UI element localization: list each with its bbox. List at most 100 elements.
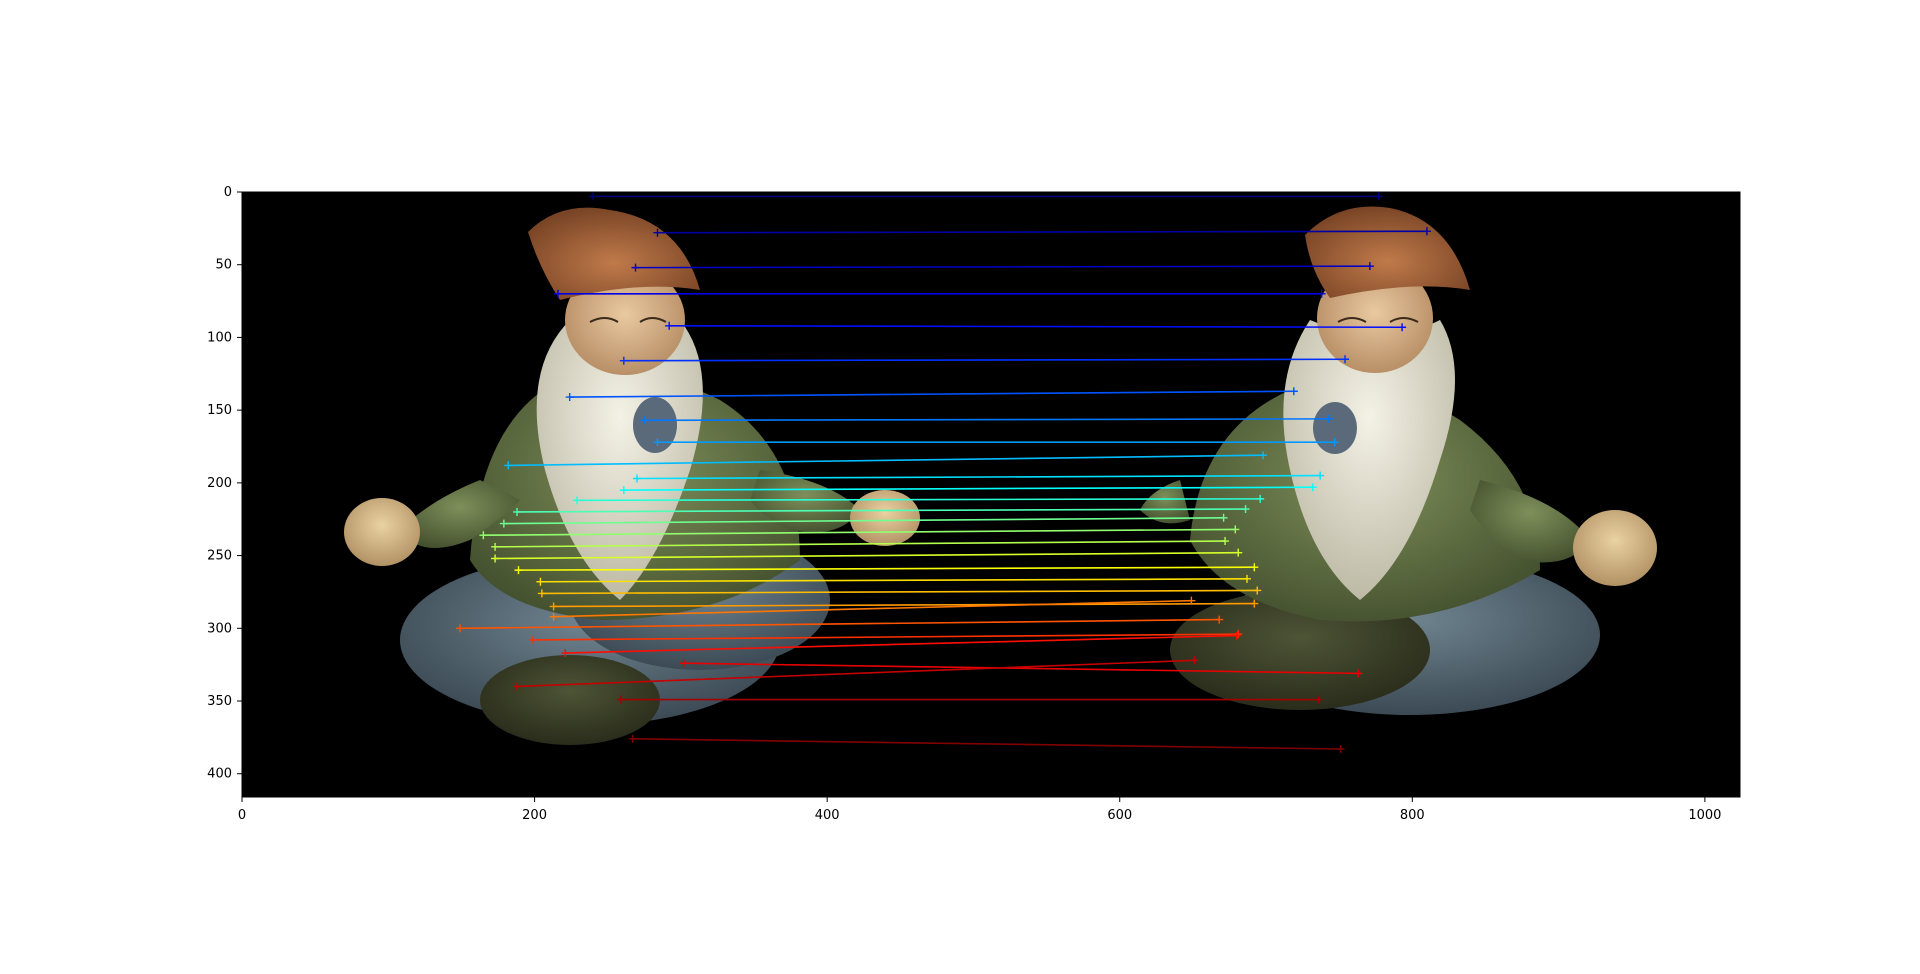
x-axis: 0 200 400 600 800 1000 — [238, 797, 1721, 823]
match-line — [657, 230, 1427, 234]
match-point-marker — [1354, 669, 1363, 678]
match-point-marker — [1215, 615, 1224, 624]
match-line — [577, 498, 1261, 502]
match-line — [483, 528, 1236, 537]
match-point-marker — [513, 507, 522, 516]
left-gnome — [344, 207, 920, 745]
match-point-marker — [1341, 355, 1350, 364]
match-point-marker — [1253, 586, 1262, 595]
match-line — [533, 633, 1239, 641]
match-point-marker — [1365, 262, 1374, 271]
match-point-marker — [653, 438, 662, 447]
match-point-marker — [536, 577, 545, 586]
match-line — [623, 358, 1346, 362]
match-point-marker — [513, 682, 522, 691]
match-point-marker — [1336, 745, 1345, 754]
match-line — [632, 738, 1341, 750]
match-point-marker — [1316, 471, 1325, 480]
match-line — [623, 486, 1313, 491]
match-line — [553, 599, 1192, 618]
x-tick-label: 0 — [238, 808, 246, 823]
match-point-marker — [1243, 574, 1252, 583]
match-point-marker — [1324, 414, 1333, 423]
match-point-marker — [1259, 451, 1268, 460]
match-point-marker — [1289, 387, 1298, 396]
axes-frame — [241, 191, 1741, 798]
match-lines — [455, 192, 1431, 754]
match-line — [541, 589, 1258, 595]
match-point-marker — [1187, 596, 1196, 605]
match-point-marker — [479, 531, 488, 540]
match-point-marker — [565, 393, 574, 402]
match-line — [518, 566, 1255, 571]
match-point-marker — [549, 602, 558, 611]
y-tick-label: 350 — [207, 694, 232, 709]
match-point-marker — [619, 486, 628, 495]
y-tick-label: 150 — [207, 403, 232, 418]
y-tick-label: 100 — [207, 330, 232, 345]
match-point-marker — [632, 474, 641, 483]
match-line — [516, 659, 1195, 688]
match-line — [683, 662, 1359, 675]
match-line — [503, 516, 1224, 525]
x-tick-label: 200 — [522, 808, 547, 823]
y-tick-label: 0 — [224, 185, 232, 200]
match-point-marker — [1221, 537, 1230, 546]
match-point-marker — [665, 321, 674, 330]
x-tick-label: 800 — [1400, 808, 1425, 823]
match-line — [569, 390, 1294, 398]
match-point-marker — [1250, 599, 1259, 608]
match-line — [495, 551, 1239, 560]
match-point-marker — [491, 554, 500, 563]
match-point-marker — [1232, 631, 1241, 640]
match-point-marker — [1234, 548, 1243, 557]
match-point-marker — [1231, 525, 1240, 534]
match-line — [495, 540, 1226, 548]
match-point-marker — [679, 659, 688, 668]
x-tick-label: 400 — [815, 808, 840, 823]
match-point-marker — [537, 589, 546, 598]
match-point-marker — [529, 635, 538, 644]
match-line — [540, 578, 1248, 583]
match-line — [669, 324, 1403, 329]
y-tick-label: 250 — [207, 549, 232, 564]
match-point-marker — [1241, 505, 1250, 514]
match-point-marker — [640, 416, 649, 425]
match-line — [565, 634, 1237, 654]
gnome-photo — [344, 192, 1657, 754]
match-point-marker — [631, 263, 640, 272]
match-point-marker — [628, 734, 637, 743]
y-axis: 0 50 100 150 200 250 300 350 400 — [207, 185, 242, 782]
match-point-marker — [514, 566, 523, 575]
match-point-marker — [1256, 494, 1265, 503]
match-point-marker — [1250, 563, 1259, 572]
match-point-marker — [553, 289, 562, 298]
match-line — [636, 474, 1321, 480]
y-tick-label: 200 — [207, 476, 232, 491]
match-point-marker — [491, 542, 500, 551]
match-point-marker — [616, 695, 625, 704]
match-point-marker — [619, 356, 628, 365]
match-line — [459, 618, 1220, 630]
match-point-marker — [549, 612, 558, 621]
x-tick-label: 1000 — [1688, 808, 1721, 823]
match-point-marker — [1234, 630, 1243, 639]
y-tick-label: 50 — [215, 258, 232, 273]
y-tick-label: 400 — [207, 767, 232, 782]
x-tick-label: 600 — [1107, 808, 1132, 823]
match-point-marker — [1317, 289, 1326, 298]
match-point-marker — [1219, 513, 1228, 522]
match-point-marker — [1314, 695, 1323, 704]
match-point-marker — [1190, 656, 1199, 665]
match-line — [553, 602, 1255, 608]
match-line — [508, 454, 1264, 467]
match-point-marker — [1422, 227, 1431, 236]
match-point-marker — [1330, 438, 1339, 447]
match-point-marker — [653, 228, 662, 237]
match-point-marker — [561, 649, 570, 658]
match-point-marker — [1308, 483, 1317, 492]
y-tick-label: 300 — [207, 621, 232, 636]
match-point-marker — [499, 519, 508, 528]
right-gnome — [1140, 206, 1657, 715]
